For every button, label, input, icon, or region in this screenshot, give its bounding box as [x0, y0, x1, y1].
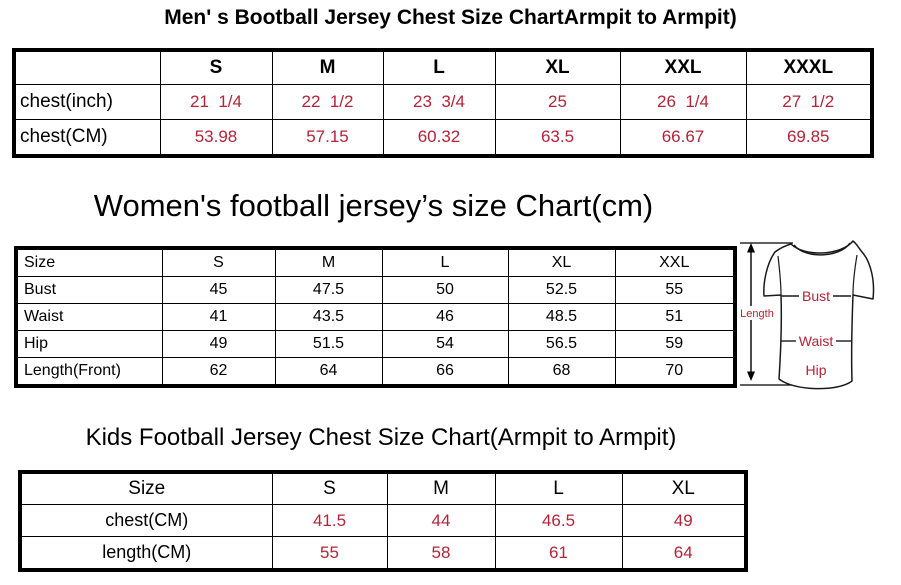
length-label-group: Length — [738, 306, 776, 320]
men-header-row: S M L XL XXL XXXL — [13, 49, 873, 85]
men-col-xl: XL — [494, 49, 621, 85]
men-col-s: S — [159, 49, 273, 85]
kids-chart-title: Kids Football Jersey Chest Size Chart(Ar… — [85, 424, 677, 451]
row-label: length(CM) — [19, 536, 273, 571]
cell-value: 22 1/2 — [271, 84, 384, 120]
cell-value: 46 — [381, 303, 509, 331]
cell-value: 51 — [614, 303, 736, 331]
hip-label: Hip — [805, 362, 826, 378]
men-col-label — [13, 49, 161, 85]
cell-value: 26 1/4 — [619, 84, 747, 120]
waist-label: Waist — [799, 333, 834, 349]
cell-value: 48.5 — [507, 303, 616, 331]
women-hip-row: Hip 49 51.5 54 56.5 59 — [15, 330, 736, 358]
cell-value: 56.5 — [507, 330, 616, 358]
tshirt-outline — [763, 240, 875, 390]
cell-value: 63.5 — [494, 119, 621, 157]
women-header-row: Size S M L XL XXL — [15, 247, 736, 277]
row-label: chest(CM) — [19, 504, 273, 537]
women-col-xl: XL — [507, 247, 616, 277]
kids-length-row: length(CM) 55 58 61 64 — [19, 536, 747, 571]
women-waist-row: Waist 41 43.5 46 48.5 51 — [15, 303, 736, 331]
row-label: chest(CM) — [13, 119, 161, 157]
bust-marker: Bust — [781, 288, 851, 304]
cell-value: 54 — [381, 330, 509, 358]
cell-value: 58 — [386, 536, 496, 571]
women-size-table: Size S M L XL XXL Bust 45 47.5 50 52.5 5… — [14, 246, 737, 388]
cell-value: 47.5 — [274, 276, 383, 304]
cell-value: 52.5 — [507, 276, 616, 304]
row-label: Hip — [15, 330, 163, 358]
cell-value: 64 — [274, 357, 383, 387]
cell-value: 27 1/2 — [745, 84, 873, 120]
women-chart-title: Women's football jersey’s size Chart(cm) — [93, 188, 654, 223]
cell-value: 44 — [386, 504, 496, 537]
kids-col-m: M — [386, 471, 496, 505]
men-size-table: S M L XL XXL XXXL chest(inch) 21 1/4 22 … — [12, 48, 874, 158]
men-chest-cm-row: chest(CM) 53.98 57.15 60.32 63.5 66.67 6… — [13, 119, 873, 157]
length-label: Length — [740, 308, 774, 320]
row-label: chest(inch) — [13, 84, 161, 120]
cell-value: 51.5 — [274, 330, 383, 358]
kids-header-row: Size S M L XL — [19, 471, 747, 505]
cell-value: 23 3/4 — [382, 84, 496, 120]
cell-value: 25 — [494, 84, 621, 120]
row-label: Bust — [15, 276, 163, 304]
men-chest-inch-row: chest(inch) 21 1/4 22 1/2 23 3/4 25 26 1… — [13, 84, 873, 120]
women-col-l: L — [381, 247, 509, 277]
kids-col-xl: XL — [621, 471, 747, 505]
cell-value: 46.5 — [494, 504, 623, 537]
cell-value: 55 — [271, 536, 388, 571]
row-label: Waist — [15, 303, 163, 331]
kids-size-table: Size S M L XL chest(CM) 41.5 44 46.5 49 … — [18, 470, 748, 572]
cell-value: 50 — [381, 276, 509, 304]
men-chart-title: Men' s Bootball Jersey Chest Size ChartA… — [164, 6, 737, 29]
cell-value: 59 — [614, 330, 736, 358]
cell-value: 43.5 — [274, 303, 383, 331]
cell-value: 66.67 — [619, 119, 747, 157]
shirt-measurement-diagram: Bust Waist Hip Length — [738, 240, 875, 390]
cell-value: 41 — [161, 303, 276, 331]
men-col-l: L — [382, 49, 496, 85]
kids-col-size: Size — [19, 471, 273, 505]
cell-value: 53.98 — [159, 119, 273, 157]
cell-value: 57.15 — [271, 119, 384, 157]
waist-marker: Waist — [781, 333, 851, 349]
cell-value: 66 — [381, 357, 509, 387]
cell-value: 49 — [161, 330, 276, 358]
cell-value: 41.5 — [271, 504, 388, 537]
kids-col-s: S — [271, 471, 388, 505]
cell-value: 61 — [494, 536, 623, 571]
cell-value: 60.32 — [382, 119, 496, 157]
kids-col-l: L — [494, 471, 623, 505]
cell-value: 49 — [621, 504, 747, 537]
row-label: Length(Front) — [15, 357, 163, 387]
women-col-size: Size — [15, 247, 163, 277]
women-col-s: S — [161, 247, 276, 277]
cell-value: 21 1/4 — [159, 84, 273, 120]
women-bust-row: Bust 45 47.5 50 52.5 55 — [15, 276, 736, 304]
cell-value: 45 — [161, 276, 276, 304]
cell-value: 68 — [507, 357, 616, 387]
women-length-row: Length(Front) 62 64 66 68 70 — [15, 357, 736, 387]
men-col-m: M — [271, 49, 384, 85]
women-col-xxl: XXL — [614, 247, 736, 277]
men-col-xxl: XXL — [619, 49, 747, 85]
cell-value: 70 — [614, 357, 736, 387]
cell-value: 62 — [161, 357, 276, 387]
cell-value: 64 — [621, 536, 747, 571]
men-col-xxxl: XXXL — [745, 49, 873, 85]
women-col-m: M — [274, 247, 383, 277]
cell-value: 69.85 — [745, 119, 873, 157]
kids-chest-row: chest(CM) 41.5 44 46.5 49 — [19, 504, 747, 537]
bust-label: Bust — [802, 288, 830, 304]
cell-value: 55 — [614, 276, 736, 304]
